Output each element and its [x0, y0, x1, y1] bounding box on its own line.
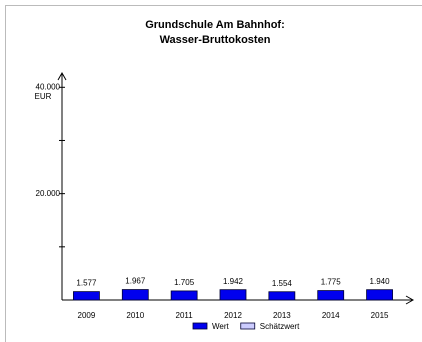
x-tick-label: 2012 — [224, 311, 242, 320]
bar — [366, 289, 393, 301]
legend-swatch — [192, 322, 208, 330]
bar — [219, 289, 247, 301]
y-tick-label: 20.000 — [36, 189, 61, 198]
bar — [121, 289, 149, 301]
value-label: 1.775 — [321, 278, 342, 287]
value-label: 1.577 — [76, 279, 97, 288]
legend-swatch — [240, 322, 256, 330]
chart-title: Grundschule Am Bahnhof: — [145, 19, 285, 31]
bar — [170, 290, 198, 301]
x-tick-label: 2011 — [176, 311, 194, 320]
value-label: 1.967 — [125, 277, 146, 286]
y-tick-label: 40.000 — [36, 82, 61, 91]
bar — [268, 291, 296, 301]
x-tick-label: 2014 — [322, 311, 340, 320]
x-tick-label: 2010 — [126, 311, 144, 320]
x-tick-label: 2015 — [371, 311, 389, 320]
chart-subtitle: Wasser-Bruttokosten — [160, 34, 271, 46]
value-label: 1.942 — [223, 277, 244, 286]
y-axis-arrow — [57, 71, 67, 81]
bar — [317, 290, 345, 301]
x-tick-label: 2013 — [273, 311, 291, 320]
value-label: 1.705 — [174, 278, 195, 287]
legend-label: Wert — [212, 322, 230, 331]
bar — [73, 291, 100, 301]
x-axis-arrow — [405, 295, 415, 305]
value-label: 1.554 — [272, 279, 293, 288]
legend-label: Schätzwert — [260, 322, 300, 331]
value-label: 1.940 — [370, 277, 391, 286]
x-tick-label: 2009 — [78, 311, 96, 320]
frame — [5, 5, 422, 342]
y-axis-label: EUR — [35, 92, 52, 101]
